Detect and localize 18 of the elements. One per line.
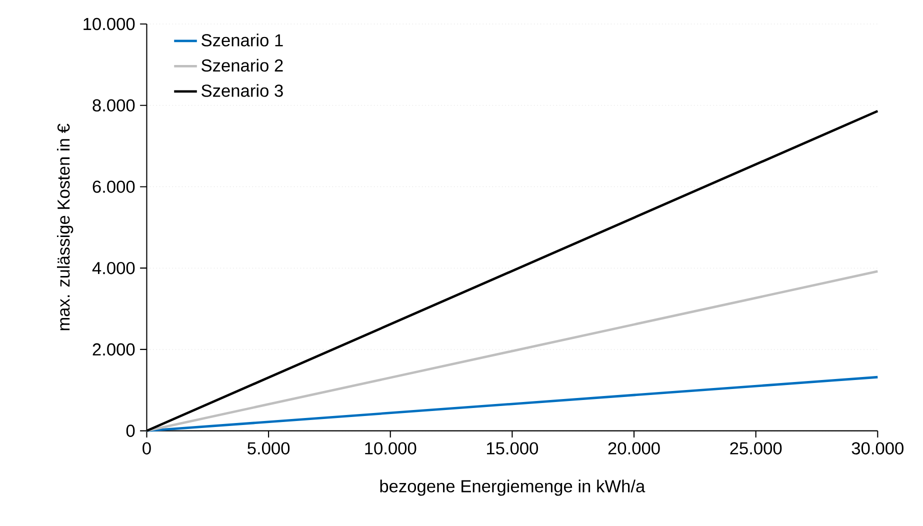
x-tick-label: 10.000 — [365, 442, 416, 455]
y-tick-label: 0 — [126, 424, 135, 438]
x-axis-title: bezogene Energiemenge in kWh/a — [380, 480, 646, 496]
x-tick-label: 15.000 — [486, 442, 538, 455]
y-tick-label: 8.000 — [92, 99, 135, 112]
y-axis-title: max. zulässige Kosten in € — [56, 124, 74, 330]
y-tick-label: 4.000 — [92, 262, 135, 274]
x-tick-label: 30.000 — [852, 442, 904, 455]
y-tick-label: 10.000 — [84, 18, 135, 30]
x-tick-label: 5.000 — [248, 442, 290, 455]
y-tick-label: 2.000 — [92, 344, 135, 356]
legend-label: Szenario 3 — [202, 84, 283, 98]
x-tick-label: 20.000 — [608, 442, 660, 455]
y-tick-label: 6.000 — [92, 180, 135, 194]
x-tick-label: 25.000 — [730, 442, 782, 455]
x-tick-label: 0 — [142, 442, 151, 455]
legend-label: Szenario 1 — [202, 34, 283, 47]
legend-label: Szenario 2 — [202, 59, 283, 72]
